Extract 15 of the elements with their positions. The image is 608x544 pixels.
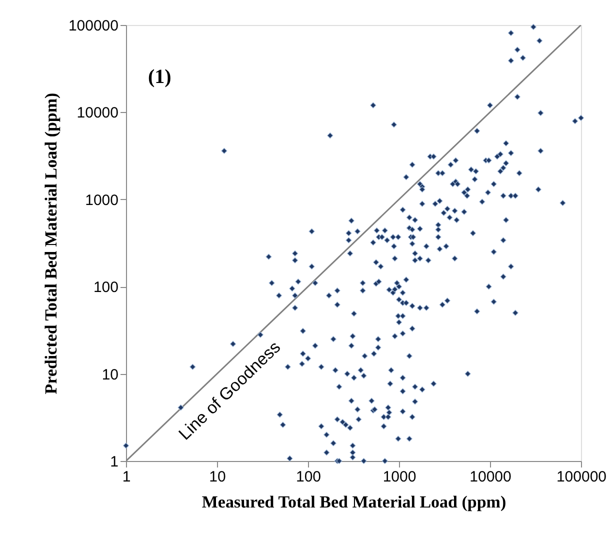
x-axis-title: Measured Total Bed Material Load (ppm)	[202, 492, 506, 512]
y-tick-label: 10	[102, 366, 118, 384]
x-tick-label: 100	[296, 468, 322, 486]
y-tick-label: 100	[93, 279, 118, 296]
x-tick-label: 10	[209, 468, 226, 486]
x-tick-label: 100000	[556, 468, 607, 486]
annotation: (1)	[148, 66, 172, 88]
y-tick-label: 10000	[76, 104, 118, 122]
y-tick-label: 1	[110, 454, 118, 470]
x-tick-label: 10000	[470, 468, 512, 486]
x-tick-label: 1	[122, 468, 131, 486]
y-tick-label: 1000	[85, 192, 118, 209]
y-axis-title: Predicted Total Bed Material Load (ppm)	[41, 92, 60, 394]
x-tick-label: 1000	[382, 468, 416, 486]
y-tick-label: 100000	[68, 18, 118, 34]
